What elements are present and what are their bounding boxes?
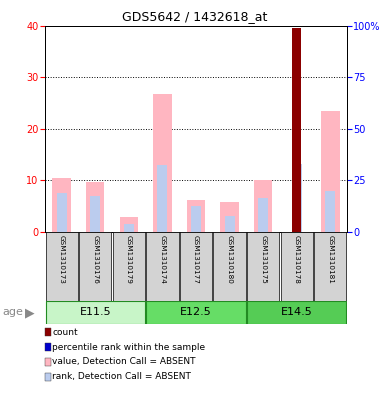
Bar [280,232,313,301]
Text: GSM1310181: GSM1310181 [327,235,333,284]
Text: GSM1310176: GSM1310176 [92,235,98,284]
Bar [258,198,268,232]
Text: GSM1310179: GSM1310179 [126,235,132,284]
Bar [191,206,201,232]
Text: E12.5: E12.5 [180,307,212,318]
Text: age: age [2,307,23,318]
Bar [124,224,134,232]
Text: GSM1310173: GSM1310173 [58,235,65,284]
Text: ▶: ▶ [25,306,35,319]
Bar [90,196,100,232]
Text: count: count [52,328,78,336]
Bar [57,193,67,232]
Text: E14.5: E14.5 [281,307,313,318]
Bar [292,28,301,232]
Text: GSM1310180: GSM1310180 [227,235,232,284]
Text: GSM1310177: GSM1310177 [193,235,199,284]
Bar [146,232,179,301]
Bar [225,217,235,232]
Bar [314,232,346,301]
Bar [247,301,346,324]
Bar [187,200,205,232]
Text: GSM1310178: GSM1310178 [294,235,300,284]
Bar [180,232,212,301]
Bar [113,232,145,301]
Text: GSM1310174: GSM1310174 [160,235,165,284]
Bar [157,165,167,232]
Bar [325,191,335,232]
Bar [120,217,138,232]
Bar [213,232,246,301]
Text: GSM1310175: GSM1310175 [260,235,266,284]
Bar [52,178,71,232]
Text: value, Detection Call = ABSENT: value, Detection Call = ABSENT [52,358,196,366]
Text: percentile rank within the sample: percentile rank within the sample [52,343,205,351]
Text: GDS5642 / 1432618_at: GDS5642 / 1432618_at [122,10,268,23]
Bar [247,232,279,301]
Bar [86,182,105,232]
Bar [321,111,340,232]
Bar [292,164,302,232]
Text: E11.5: E11.5 [80,307,111,318]
Bar [146,301,246,324]
Bar [254,180,272,232]
Bar [46,301,145,324]
Bar [79,232,112,301]
Bar [46,232,78,301]
Bar [220,202,239,232]
Text: rank, Detection Call = ABSENT: rank, Detection Call = ABSENT [52,373,191,381]
Bar [153,94,172,232]
